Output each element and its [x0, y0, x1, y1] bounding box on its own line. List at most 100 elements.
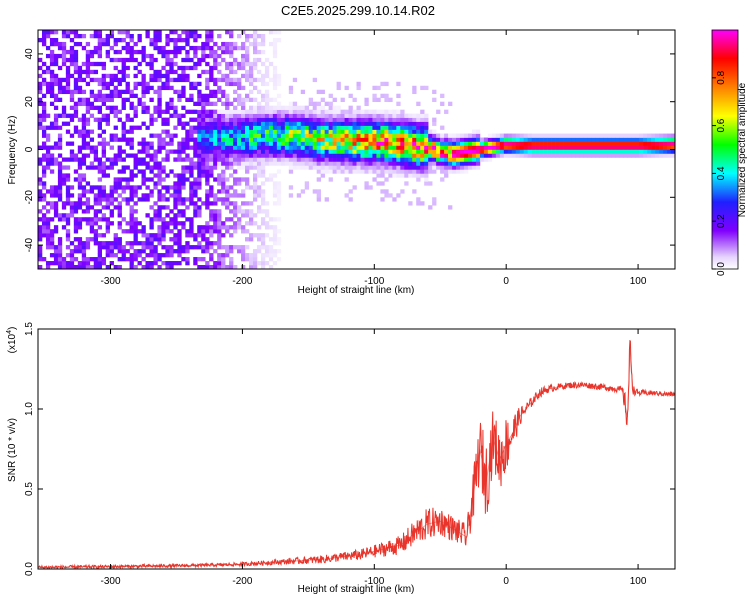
heat-cell-2849 — [424, 133, 429, 138]
heat-cell-978 — [153, 37, 158, 43]
heat-cell-1090 — [165, 33, 170, 39]
heat-cell-2185 — [284, 129, 290, 134]
heat-cell-2375 — [324, 129, 329, 134]
snr-ylabel: SNR (10 * v/v) — [7, 418, 18, 482]
heat-cell-2687 — [388, 97, 393, 102]
heat-cell-3215 — [619, 149, 624, 154]
heat-cell-1691 — [229, 109, 234, 114]
heat-cell-232 — [61, 30, 67, 35]
heat-cell-888 — [145, 245, 150, 250]
heat-cell-1898 — [252, 253, 258, 258]
heat-cell-40 — [41, 197, 47, 202]
heat-cell-1347 — [197, 157, 202, 162]
spectrogram-xtick-label-4: 100 — [630, 276, 647, 287]
heat-cell-1796 — [241, 141, 246, 146]
heat-cell-2954 — [460, 169, 465, 174]
heat-cell-920 — [149, 233, 154, 238]
heat-cell-2373 — [324, 137, 329, 142]
heat-cell-1026 — [161, 237, 166, 242]
heat-cell-1962 — [256, 121, 262, 126]
heat-cell-3052 — [511, 153, 517, 158]
heat-cell-2681 — [388, 129, 393, 134]
heat-cell-1324 — [193, 49, 198, 55]
heat-cell-1880 — [249, 121, 254, 126]
heat-cell-460 — [89, 69, 95, 75]
heat-cell-132 — [49, 41, 55, 47]
heat-cell-2637 — [380, 137, 385, 142]
heat-cell-1745 — [237, 221, 242, 226]
heat-cell-2143 — [276, 149, 282, 154]
heat-cell-152 — [53, 141, 59, 146]
heat-cell-1862 — [249, 233, 254, 238]
heat-cell-3260 — [647, 137, 652, 142]
heat-cell-1887 — [249, 81, 254, 87]
heat-cell-2491 — [348, 113, 353, 118]
colorbar-tick-label-3: 0.6 — [716, 118, 727, 132]
heat-cell-2060 — [268, 225, 274, 230]
heat-cell-2520 — [356, 141, 361, 146]
heat-cell-2864 — [428, 145, 433, 150]
heat-cell-1456 — [209, 253, 214, 258]
heat-cell-3252 — [643, 145, 648, 150]
heat-cell-201 — [57, 65, 63, 71]
heat-cell-307 — [73, 209, 79, 214]
heat-cell-2612 — [376, 149, 381, 154]
heat-cell-2253 — [300, 153, 306, 158]
heat-cell-632 — [109, 33, 114, 39]
heat-cell-636 — [113, 245, 118, 250]
heat-cell-3233 — [631, 149, 636, 154]
heat-cell-1144 — [173, 105, 178, 110]
heat-cell-1004 — [157, 141, 162, 146]
heat-cell-301 — [73, 245, 79, 250]
heat-cell-981 — [157, 265, 162, 269]
heat-cell-697 — [117, 30, 122, 35]
heat-cell-867 — [141, 149, 146, 154]
heat-cell-2846 — [424, 145, 429, 150]
heat-cell-1125 — [173, 233, 178, 238]
heat-cell-3172 — [591, 153, 596, 158]
heat-cell-42 — [41, 185, 47, 190]
heat-cell-64 — [41, 41, 47, 47]
heat-cell-1209 — [181, 145, 186, 150]
heat-cell-327 — [73, 57, 79, 63]
heat-cell-319 — [73, 101, 79, 106]
heat-cell-216 — [61, 165, 67, 170]
heat-cell-277 — [69, 193, 75, 198]
heat-cell-2824 — [420, 153, 425, 158]
heat-cell-136 — [53, 257, 59, 262]
heat-cell-815 — [133, 157, 138, 162]
heat-cell-222 — [61, 89, 67, 95]
heat-cell-140 — [53, 229, 59, 234]
heat-cell-869 — [141, 141, 146, 146]
heat-cell-3056 — [511, 137, 517, 142]
heat-cell-375 — [81, 217, 87, 222]
heat-cell-1721 — [233, 149, 238, 154]
heat-cell-25 — [38, 89, 43, 95]
heat-cell-356 — [77, 129, 83, 134]
heat-cell-727 — [121, 45, 126, 51]
heat-cell-2227 — [292, 113, 298, 118]
heat-cell-1577 — [217, 69, 222, 75]
heat-cell-2569 — [368, 169, 373, 174]
heat-cell-528 — [97, 77, 102, 83]
heat-cell-1446 — [205, 69, 210, 75]
heat-cell-1883 — [249, 109, 254, 114]
heat-cell-2970 — [463, 145, 469, 150]
heat-cell-1025 — [161, 245, 166, 250]
heat-cell-1626 — [225, 229, 230, 234]
heat-cell-2628 — [380, 173, 385, 178]
heat-cell-536 — [97, 30, 102, 35]
heat-cell-2051 — [264, 69, 270, 75]
heat-cell-205 — [61, 265, 67, 269]
heat-cell-2116 — [272, 81, 278, 87]
heat-cell-2835 — [420, 109, 425, 114]
heat-cell-2903 — [440, 145, 445, 150]
heat-cell-2049 — [264, 81, 270, 87]
heat-cell-2800 — [416, 177, 421, 182]
heat-cell-2622 — [376, 109, 381, 114]
heat-cell-357 — [77, 117, 83, 122]
heat-cell-2324 — [316, 177, 321, 182]
heat-cell-1071 — [165, 141, 170, 146]
heat-cell-288 — [69, 93, 75, 99]
heat-cell-1726 — [233, 129, 238, 134]
